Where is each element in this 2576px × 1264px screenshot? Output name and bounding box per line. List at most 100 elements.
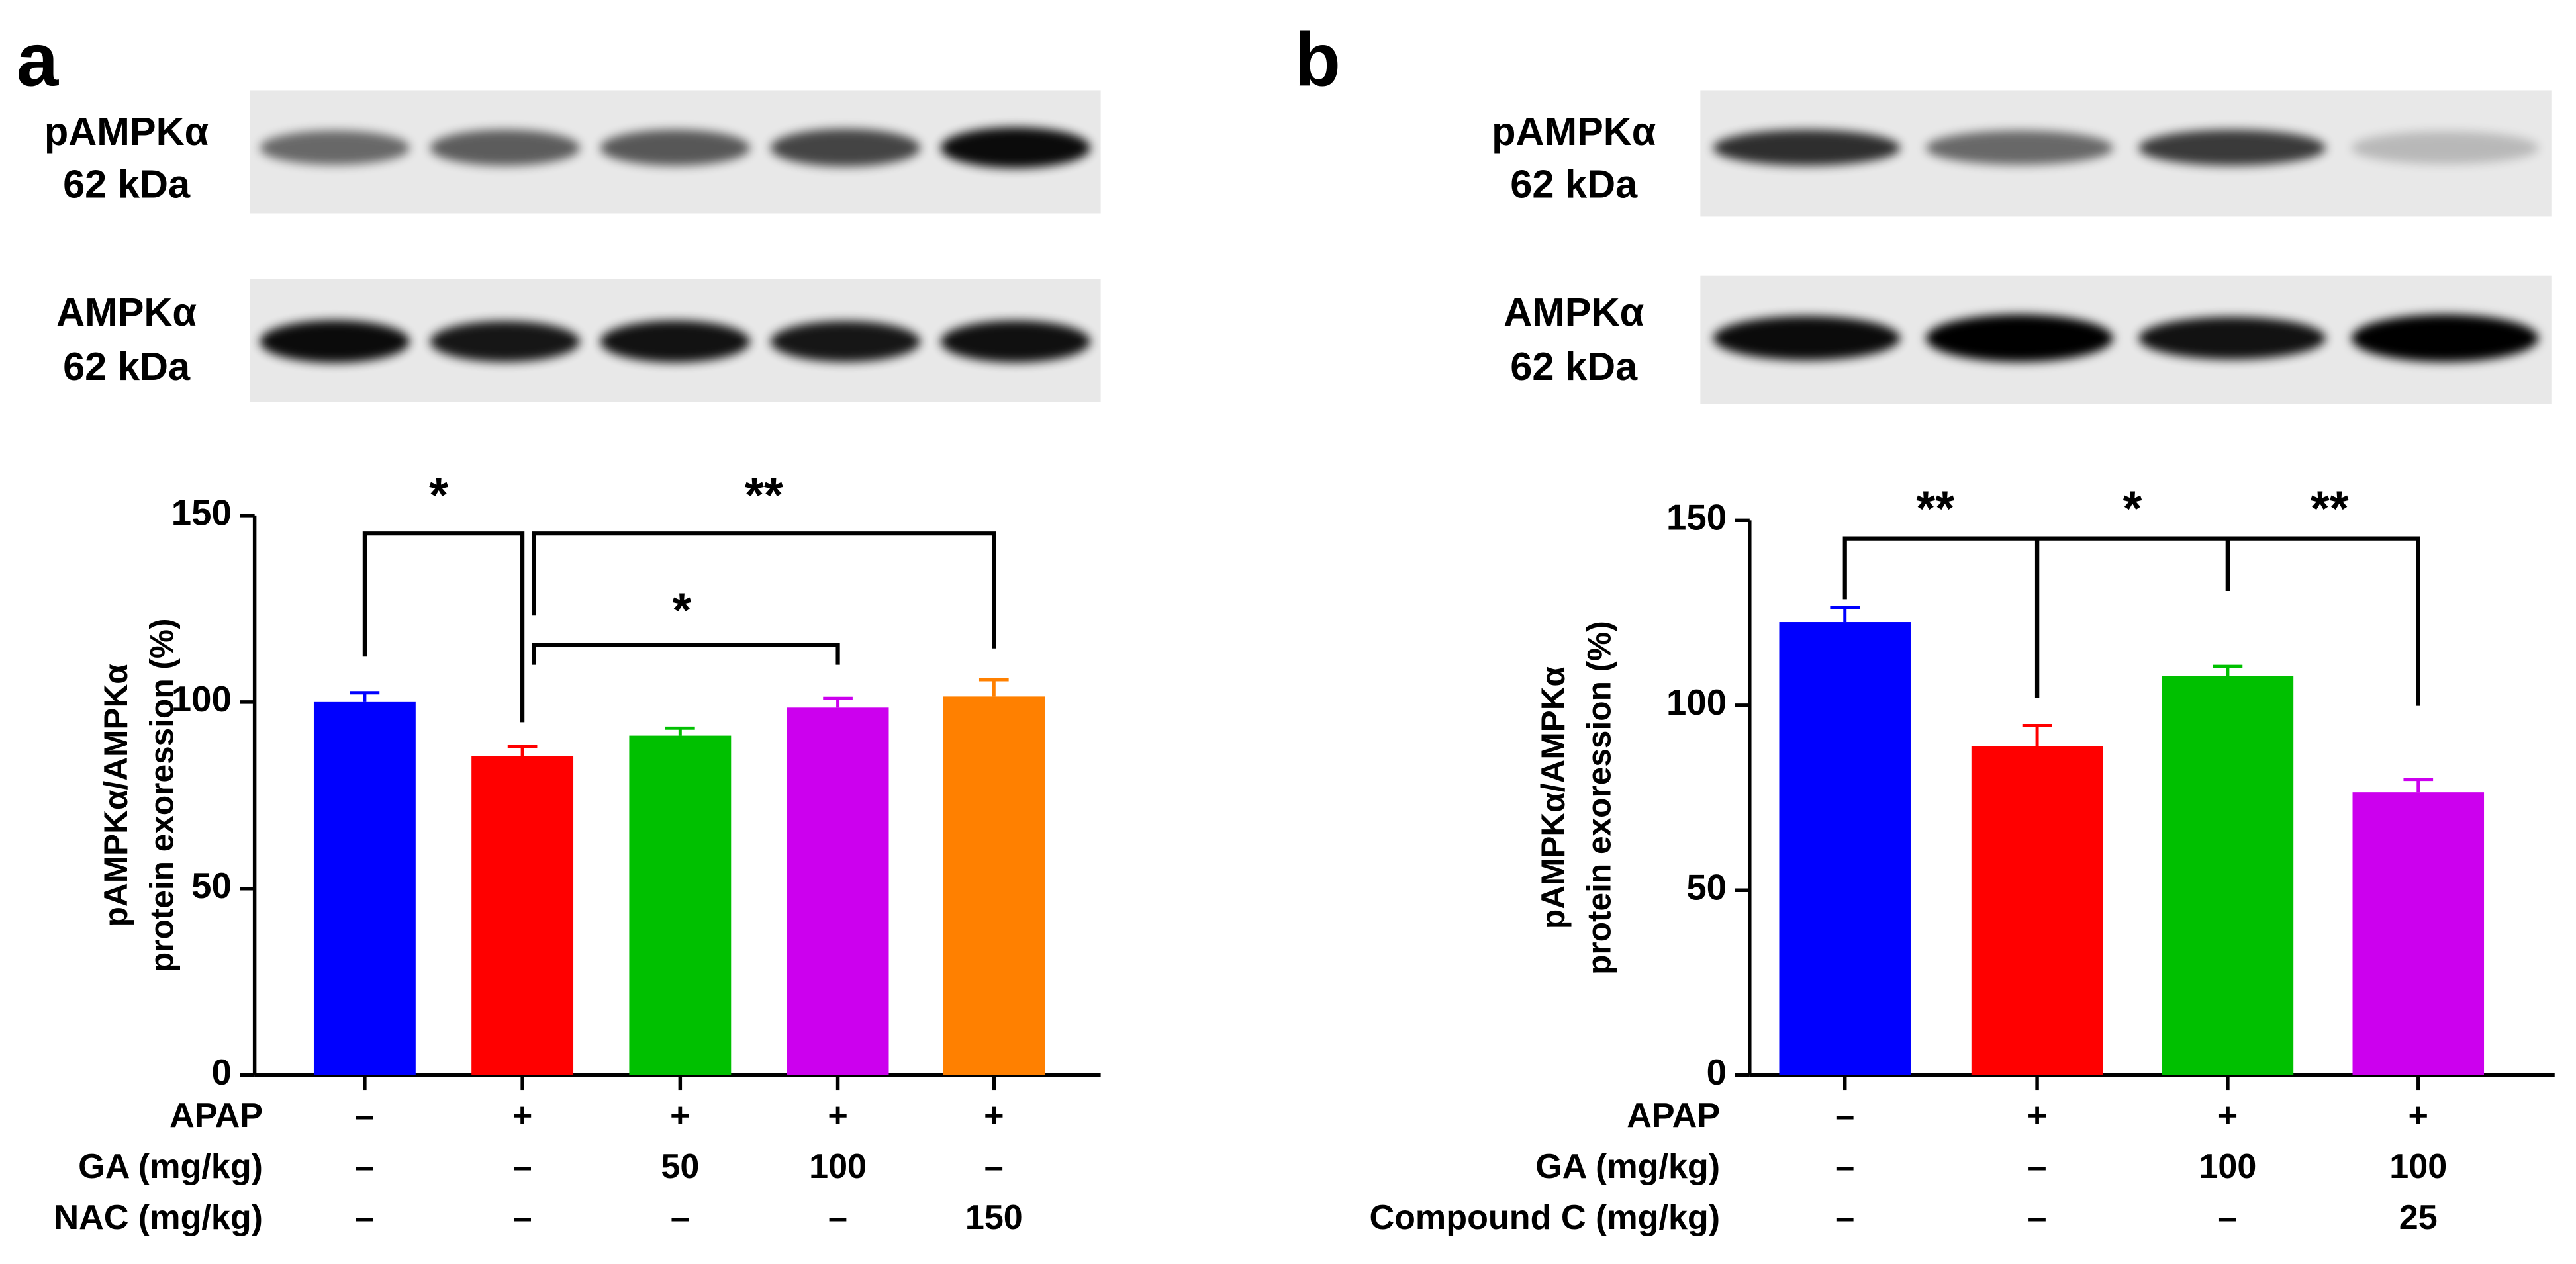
condition-label: GA (mg/kg) bbox=[78, 1148, 263, 1186]
blot-label: pAMPKα bbox=[1492, 109, 1656, 154]
condition-value: – bbox=[828, 1198, 847, 1237]
blot-band bbox=[2138, 129, 2326, 166]
significance-label: * bbox=[2123, 481, 2142, 536]
y-tick-label: 0 bbox=[212, 1052, 232, 1093]
condition-value: – bbox=[984, 1148, 1004, 1186]
blot-label: 62 kDa bbox=[1510, 162, 1638, 206]
significance-label: ** bbox=[1916, 481, 1954, 536]
blot-label: 62 kDa bbox=[63, 344, 191, 388]
condition-value: 100 bbox=[2389, 1148, 2447, 1186]
y-axis-label: pAMPKα/AMPKα bbox=[1535, 666, 1572, 929]
error-bar bbox=[2403, 778, 2434, 793]
y-tick-label: 150 bbox=[171, 492, 232, 533]
blot-label: AMPKα bbox=[56, 290, 197, 334]
condition-value: – bbox=[2028, 1198, 2047, 1237]
significance-label: * bbox=[672, 582, 691, 637]
blot-label: 62 kDa bbox=[1510, 344, 1638, 388]
y-tick-label: 100 bbox=[171, 679, 232, 719]
blot-band bbox=[940, 320, 1091, 363]
condition-value: – bbox=[513, 1148, 532, 1186]
error-bar bbox=[978, 678, 1009, 697]
bar bbox=[787, 707, 889, 1075]
condition-value: – bbox=[513, 1198, 532, 1237]
y-tick-label: 50 bbox=[1686, 868, 1727, 908]
bar bbox=[1971, 746, 2103, 1075]
condition-value: + bbox=[828, 1097, 847, 1135]
blot-band bbox=[430, 320, 580, 362]
condition-label: APAP bbox=[169, 1097, 263, 1135]
condition-value: – bbox=[355, 1148, 374, 1186]
bar bbox=[2162, 676, 2294, 1075]
condition-label: GA (mg/kg) bbox=[1535, 1148, 1720, 1186]
significance-bracket bbox=[2034, 536, 2230, 698]
condition-value: 100 bbox=[809, 1148, 867, 1186]
blot-band bbox=[1713, 316, 1901, 361]
panel-label: b bbox=[1294, 18, 1341, 102]
significance-bracket bbox=[2225, 536, 2420, 706]
y-axis-label: protein exoression (%) bbox=[143, 618, 180, 972]
condition-value: + bbox=[2218, 1097, 2238, 1135]
condition-value: – bbox=[355, 1097, 374, 1135]
blot-band bbox=[600, 129, 751, 166]
y-tick-label: 50 bbox=[191, 866, 232, 906]
y-axis-label: pAMPKα/AMPKα bbox=[97, 664, 134, 926]
condition-value: – bbox=[1835, 1097, 1854, 1135]
blot-band bbox=[1713, 129, 1901, 166]
blot-band bbox=[770, 320, 921, 362]
condition-value: – bbox=[1835, 1198, 1854, 1237]
y-tick-label: 0 bbox=[1707, 1052, 1727, 1093]
blot-band bbox=[1925, 130, 2113, 165]
significance-bracket bbox=[532, 643, 840, 665]
blot-band bbox=[2351, 131, 2539, 165]
blot-band bbox=[2351, 314, 2539, 362]
y-tick-label: 150 bbox=[1666, 498, 1727, 538]
blot-band bbox=[770, 128, 921, 167]
condition-value: – bbox=[671, 1198, 690, 1237]
bar bbox=[313, 701, 416, 1075]
significance-bracket bbox=[362, 531, 525, 723]
blot-label: 62 kDa bbox=[63, 162, 191, 206]
panel-label: a bbox=[17, 18, 60, 102]
error-bar bbox=[665, 726, 695, 736]
condition-value: 150 bbox=[965, 1198, 1023, 1237]
condition-value: + bbox=[2027, 1097, 2047, 1135]
condition-label: Compound C (mg/kg) bbox=[1369, 1198, 1720, 1237]
blot-label: AMPKα bbox=[1503, 290, 1644, 334]
bar bbox=[471, 756, 574, 1075]
y-tick-label: 100 bbox=[1666, 682, 1727, 723]
condition-value: + bbox=[2409, 1097, 2428, 1135]
condition-value: 50 bbox=[661, 1148, 699, 1186]
condition-value: – bbox=[1835, 1148, 1854, 1186]
significance-label: * bbox=[429, 468, 448, 523]
condition-value: + bbox=[670, 1097, 690, 1135]
error-bar bbox=[2213, 664, 2243, 676]
significance-label: ** bbox=[745, 468, 783, 523]
condition-value: + bbox=[984, 1097, 1004, 1135]
bar bbox=[629, 735, 732, 1075]
error-bar bbox=[507, 745, 538, 756]
error-bar bbox=[2022, 724, 2052, 746]
significance-bracket bbox=[532, 531, 996, 649]
significance-label: ** bbox=[2311, 481, 2349, 536]
condition-value: – bbox=[355, 1198, 374, 1237]
bar bbox=[1779, 622, 1911, 1075]
error-bar bbox=[1830, 606, 1860, 623]
y-axis-label: protein exoression (%) bbox=[1581, 621, 1618, 975]
condition-value: – bbox=[2028, 1148, 2047, 1186]
condition-label: NAC (mg/kg) bbox=[54, 1198, 263, 1237]
condition-value: – bbox=[2218, 1198, 2237, 1237]
blot-band bbox=[1925, 314, 2113, 362]
error-bar bbox=[350, 691, 380, 702]
condition-value: 100 bbox=[2199, 1148, 2256, 1186]
blot-label: pAMPKα bbox=[44, 109, 209, 154]
blot-band bbox=[2138, 316, 2326, 360]
blot-band bbox=[940, 127, 1091, 169]
bar bbox=[943, 696, 1045, 1075]
condition-value: 25 bbox=[2399, 1198, 2438, 1237]
blot-band bbox=[430, 129, 580, 166]
condition-label: APAP bbox=[1627, 1097, 1720, 1135]
blot-band bbox=[600, 320, 751, 363]
blot-band bbox=[260, 130, 410, 165]
